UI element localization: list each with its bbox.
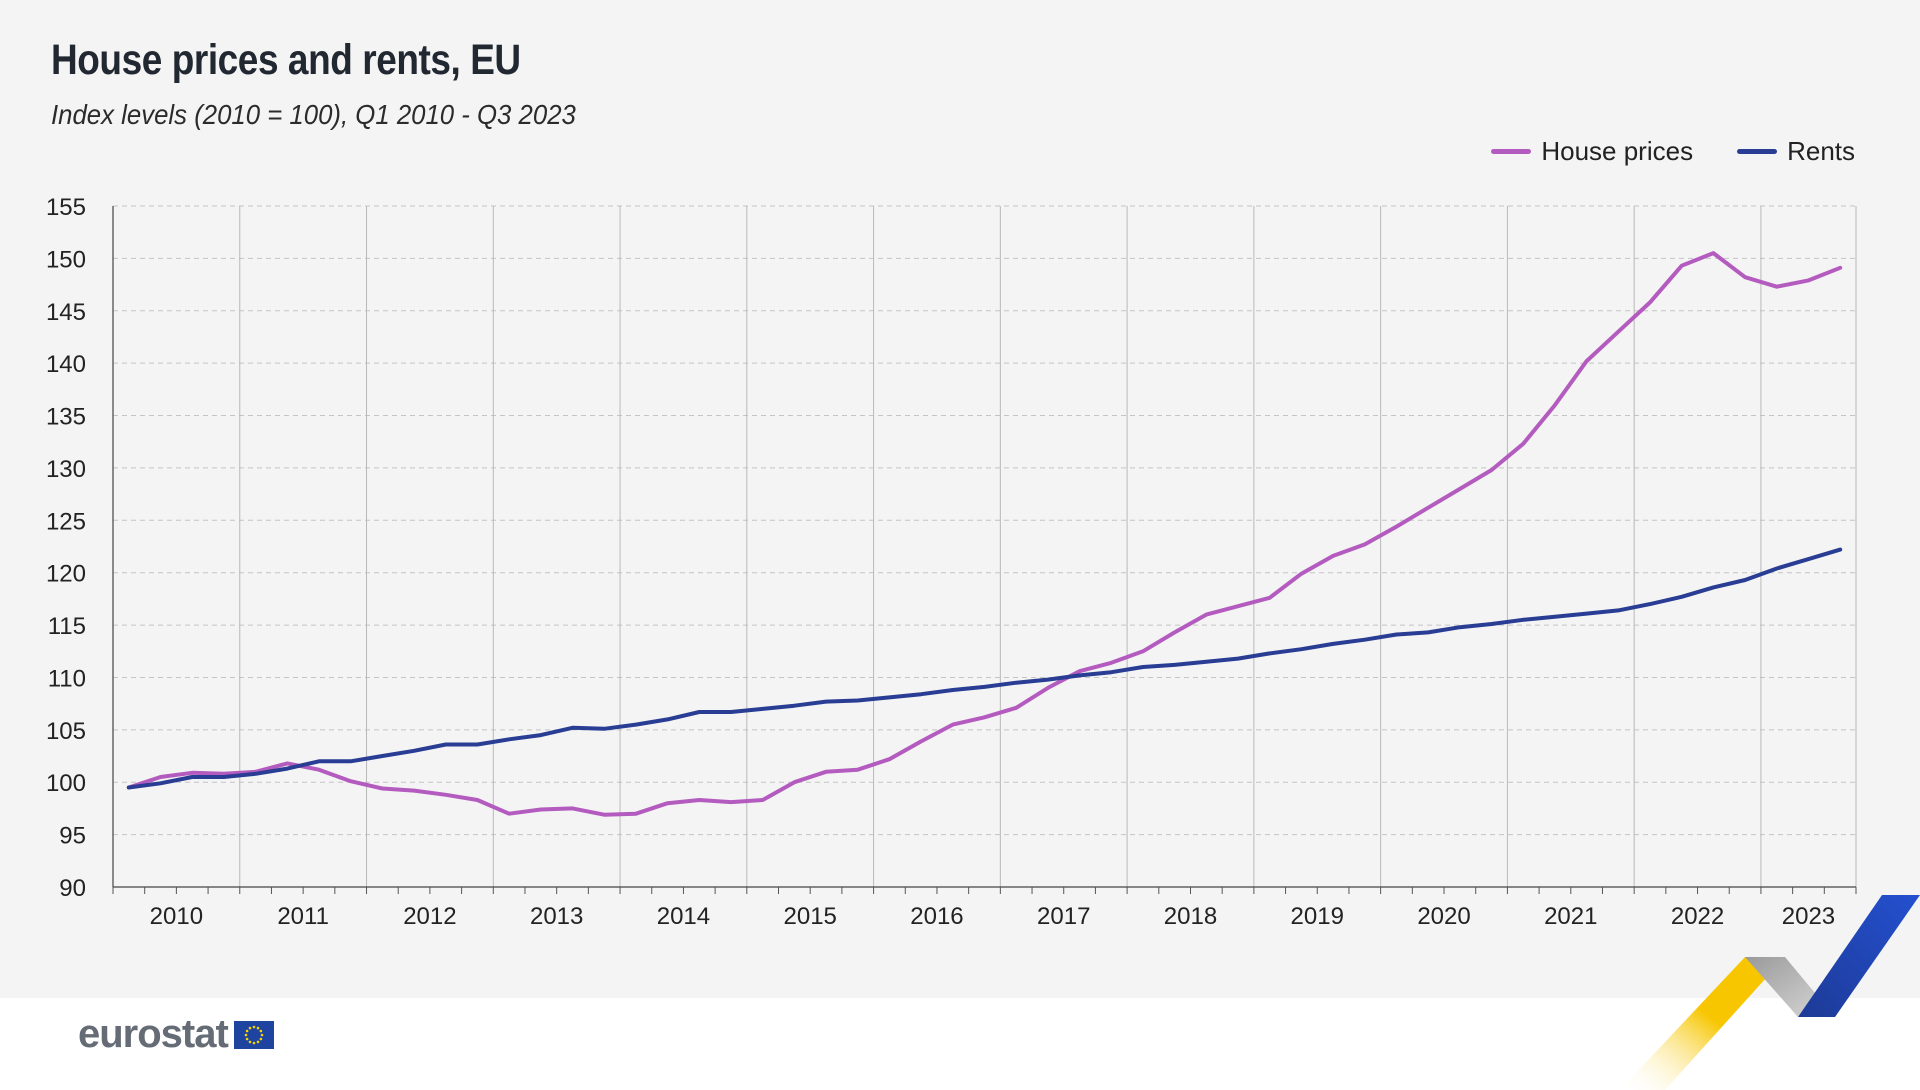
- x-tick-label: 2011: [277, 903, 329, 930]
- logo-text: eurostat: [78, 1012, 229, 1056]
- decorative-chevron-graphic: [1620, 895, 1920, 1090]
- eu-flag-icon: [233, 1020, 274, 1049]
- legend-swatch-house-prices: [1491, 149, 1532, 154]
- x-tick-label: 2023: [1782, 903, 1835, 930]
- legend: House prices Rents: [1447, 136, 1855, 167]
- chart-title: House prices and rents, EU: [51, 36, 521, 84]
- y-tick-label: 115: [48, 613, 86, 640]
- y-tick-label: 90: [59, 875, 86, 902]
- x-tick-label: 2014: [657, 903, 710, 930]
- legend-item-rents: Rents: [1737, 136, 1855, 167]
- y-tick-label: 105: [46, 718, 86, 745]
- x-tick-label: 2018: [1164, 903, 1217, 930]
- y-tick-label: 100: [46, 770, 86, 797]
- x-tick-label: 2020: [1417, 903, 1470, 930]
- y-tick-label: 110: [48, 665, 86, 692]
- series-line-house-prices: [126, 251, 1843, 817]
- x-tick-label: 2019: [1291, 903, 1344, 930]
- legend-item-house-prices: House prices: [1491, 136, 1693, 167]
- chart-subtitle: Index levels (2010 = 100), Q1 2010 - Q3 …: [51, 99, 576, 130]
- line-chart: 90 95 100 105 110 115 120 125 130 135 140 145 150 155…: [46, 194, 1857, 930]
- x-tick-label: 2012: [403, 903, 456, 930]
- series-line-rents: [126, 547, 1843, 790]
- x-tick-label: 2010: [150, 903, 203, 930]
- legend-label-house-prices: House prices: [1541, 136, 1694, 166]
- eurostat-logo: eurostat: [78, 1012, 274, 1057]
- y-tick-label: 130: [46, 456, 86, 483]
- y-tick-label: 145: [46, 299, 86, 326]
- x-tick-label: 2015: [784, 903, 837, 930]
- x-tick-label: 2013: [530, 903, 583, 930]
- y-tick-label: 95: [59, 823, 86, 850]
- x-tick-label: 2022: [1671, 903, 1724, 930]
- chart-panel: [0, 0, 1920, 998]
- x-tick-label: 2016: [910, 903, 963, 930]
- y-tick-label: 140: [46, 351, 86, 378]
- y-tick-label: 150: [46, 246, 86, 273]
- x-tick-label: 2021: [1544, 903, 1597, 930]
- y-tick-label: 120: [46, 561, 86, 588]
- y-tick-label: 155: [46, 194, 86, 221]
- y-tick-label: 135: [46, 404, 86, 431]
- legend-label-rents: Rents: [1787, 136, 1855, 166]
- legend-swatch-rents: [1737, 149, 1778, 154]
- x-tick-label: 2017: [1037, 903, 1090, 930]
- y-tick-label: 125: [46, 508, 86, 535]
